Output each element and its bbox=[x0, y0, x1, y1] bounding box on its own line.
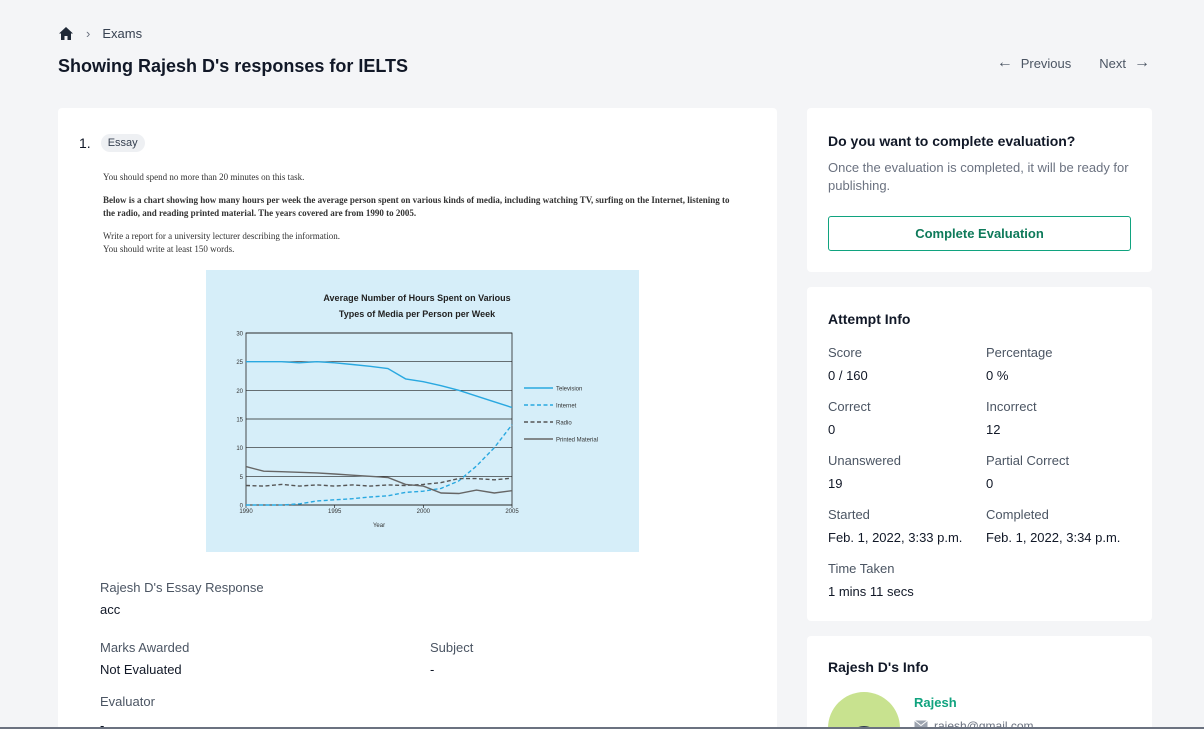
started-label: Started bbox=[828, 507, 870, 522]
legend-label-printed-material: Printed Material bbox=[556, 438, 598, 444]
task-time-note: You should spend no more than 20 minutes… bbox=[103, 172, 305, 182]
task-instructions: You should spend no more than 20 minutes… bbox=[103, 171, 743, 256]
started-field: Started Feb. 1, 2022, 3:33 p.m. bbox=[828, 507, 962, 545]
task-description: Below is a chart showing how many hours … bbox=[103, 195, 730, 218]
correct-value: 0 bbox=[828, 422, 836, 437]
arrow-left-icon: ← bbox=[996, 54, 1013, 71]
chart-title-line-1: Average Number of Hours Spent on Various bbox=[323, 293, 510, 303]
chevron-right-icon: › bbox=[86, 26, 91, 41]
evaluation-card: Do you want to complete evaluation? Once… bbox=[807, 108, 1152, 272]
completed-label: Completed bbox=[986, 507, 1049, 522]
percentage-field: Percentage 0 % bbox=[986, 345, 1053, 383]
question-card: 1. Essay You should spend no more than 2… bbox=[58, 108, 777, 729]
percentage-value: 0 % bbox=[986, 368, 1009, 383]
partial-correct-field: Partial Correct 0 bbox=[986, 453, 1069, 491]
score-field: Score 0 / 160 bbox=[828, 345, 868, 383]
pager: ← Previous Next → bbox=[997, 54, 1150, 72]
partial-correct-label: Partial Correct bbox=[986, 453, 1070, 468]
arrow-right-icon: → bbox=[1134, 54, 1150, 71]
user-info-title: Rajesh D's Info bbox=[828, 659, 929, 675]
subject-value: - bbox=[430, 662, 435, 677]
question-number: 1. bbox=[79, 135, 91, 151]
mail-icon bbox=[914, 719, 928, 729]
plot-frame bbox=[245, 332, 513, 506]
breadcrumb-exams[interactable]: Exams bbox=[102, 26, 143, 41]
y-tick-label-30: 30 bbox=[236, 332, 243, 338]
y-tick-label-15: 15 bbox=[236, 418, 243, 424]
correct-label: Correct bbox=[828, 399, 871, 414]
y-tick-label-25: 25 bbox=[236, 360, 243, 366]
marks-awarded-label: Marks Awarded bbox=[100, 640, 190, 655]
completed-value: Feb. 1, 2022, 3:34 p.m. bbox=[986, 530, 1121, 545]
series-line-radio bbox=[245, 477, 513, 487]
question-header: 1. Essay bbox=[79, 134, 145, 152]
y-tick-label-0: 0 bbox=[240, 504, 244, 510]
avatar bbox=[828, 692, 900, 729]
response-label: Rajesh D's Essay Response bbox=[100, 580, 264, 595]
score-value: 0 / 160 bbox=[828, 368, 868, 383]
previous-label: Previous bbox=[1020, 55, 1072, 71]
incorrect-label: Incorrect bbox=[986, 399, 1037, 414]
media-hours-chart: Average Number of Hours Spent on Various… bbox=[206, 270, 639, 552]
marks-awarded-value: Not Evaluated bbox=[100, 662, 182, 677]
incorrect-field: Incorrect 12 bbox=[986, 399, 1037, 437]
completed-field: Completed Feb. 1, 2022, 3:34 p.m. bbox=[986, 507, 1120, 545]
series-line-printed-material bbox=[245, 465, 513, 495]
question-type-badge: Essay bbox=[100, 134, 145, 152]
time-taken-label: Time Taken bbox=[828, 561, 895, 576]
next-label: Next bbox=[1099, 55, 1126, 71]
unanswered-field: Unanswered 19 bbox=[828, 453, 901, 491]
time-taken-field: Time Taken 1 mins 11 secs bbox=[828, 561, 914, 599]
breadcrumb: › Exams bbox=[58, 26, 142, 41]
bottom-border bbox=[0, 727, 1204, 729]
x-tick-label-2000: 2000 bbox=[417, 509, 431, 515]
user-email-text: rajesh@gmail.com bbox=[934, 719, 1034, 729]
task-word-note: You should write at least 150 words. bbox=[103, 244, 235, 254]
x-tick-label-1990: 1990 bbox=[239, 509, 253, 515]
chart-svg: Average Number of Hours Spent on Various… bbox=[236, 293, 598, 529]
incorrect-value: 12 bbox=[986, 422, 1001, 437]
unanswered-label: Unanswered bbox=[828, 453, 901, 468]
y-tick-label-20: 20 bbox=[236, 389, 243, 395]
evaluation-card-title: Do you want to complete evaluation? bbox=[828, 133, 1076, 149]
complete-evaluation-button[interactable]: Complete Evaluation bbox=[828, 216, 1131, 251]
score-label: Score bbox=[828, 345, 862, 360]
y-tick-label-10: 10 bbox=[236, 446, 243, 452]
user-email: rajesh@gmail.com bbox=[914, 719, 1034, 729]
y-tick-label-5: 5 bbox=[240, 475, 244, 481]
attempt-info-title: Attempt Info bbox=[828, 311, 911, 327]
attempt-info-card: Attempt Info Score 0 / 160 Percentage 0 … bbox=[807, 287, 1152, 621]
user-info-card: Rajesh D's Info Rajesh rajesh@gmail.com bbox=[807, 636, 1152, 729]
correct-field: Correct 0 bbox=[828, 399, 871, 437]
series-line-internet bbox=[246, 424, 513, 506]
legend-label-television: Television bbox=[556, 387, 582, 393]
page-title: Showing Rajesh D's responses for IELTS bbox=[58, 56, 409, 76]
user-name[interactable]: Rajesh bbox=[914, 695, 957, 710]
next-button[interactable]: Next → bbox=[1099, 54, 1150, 72]
task-write-note: Write a report for a university lecturer… bbox=[103, 231, 341, 241]
avatar-illustration bbox=[855, 726, 873, 729]
evaluator-label: Evaluator bbox=[100, 694, 155, 709]
started-value: Feb. 1, 2022, 3:33 p.m. bbox=[828, 530, 963, 545]
x-axis-label: Year bbox=[373, 523, 385, 529]
x-tick-label-1995: 1995 bbox=[328, 509, 342, 515]
partial-correct-value: 0 bbox=[986, 476, 994, 491]
evaluator-value: - bbox=[100, 718, 105, 729]
time-taken-value: 1 mins 11 secs bbox=[828, 584, 914, 599]
unanswered-value: 19 bbox=[828, 476, 843, 491]
home-icon[interactable] bbox=[58, 26, 74, 41]
legend-label-internet: Internet bbox=[556, 404, 577, 410]
chart-title-line-2: Types of Media per Person per Week bbox=[339, 309, 496, 319]
legend-label-radio: Radio bbox=[556, 421, 572, 427]
evaluation-card-description: Once the evaluation is completed, it wil… bbox=[828, 160, 1129, 193]
subject-label: Subject bbox=[430, 640, 474, 655]
response-value: acc bbox=[100, 602, 121, 617]
previous-button[interactable]: ← Previous bbox=[997, 54, 1072, 72]
percentage-label: Percentage bbox=[986, 345, 1053, 360]
series-line-television bbox=[246, 360, 513, 409]
x-tick-label-2005: 2005 bbox=[505, 509, 519, 515]
